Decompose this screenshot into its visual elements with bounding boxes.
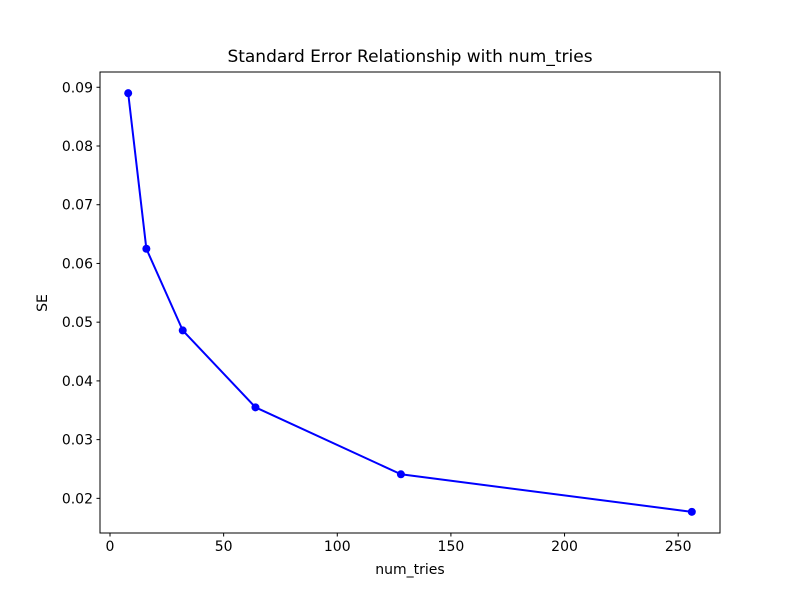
data-point-marker xyxy=(178,326,187,335)
data-point-marker xyxy=(142,244,151,253)
x-tick-label: 200 xyxy=(551,539,578,555)
x-axis-ticks: 0 50 100 150 200 250 xyxy=(106,533,692,555)
data-series xyxy=(124,89,696,516)
y-tick-label: 0.09 xyxy=(62,80,93,96)
data-point-marker xyxy=(396,470,405,479)
plot-frame xyxy=(99,71,721,534)
x-axis-label: num_tries xyxy=(375,562,444,578)
y-tick-label: 0.06 xyxy=(62,256,93,272)
y-tick-label: 0.03 xyxy=(62,433,93,449)
data-point-marker xyxy=(687,507,696,516)
y-tick-label: 0.04 xyxy=(62,374,93,390)
y-tick-label: 0.07 xyxy=(62,198,93,214)
y-tick-label: 0.05 xyxy=(62,315,93,331)
x-tick-label: 150 xyxy=(438,539,465,555)
data-point-marker xyxy=(124,89,133,98)
y-tick-label: 0.02 xyxy=(62,491,93,507)
x-tick-label: 50 xyxy=(215,539,233,555)
y-axis-ticks: 0.02 0.03 0.04 0.05 0.06 0.07 0.08 0.09 xyxy=(62,80,100,507)
x-tick-label: 250 xyxy=(665,539,692,555)
data-point-marker xyxy=(251,403,260,412)
x-tick-label: 100 xyxy=(324,539,351,555)
x-tick-label: 0 xyxy=(106,539,115,555)
y-axis-label: SE xyxy=(35,294,51,312)
y-tick-label: 0.08 xyxy=(62,139,93,155)
series-line xyxy=(127,92,693,513)
chart-title: Standard Error Relationship with num_tri… xyxy=(227,47,592,67)
